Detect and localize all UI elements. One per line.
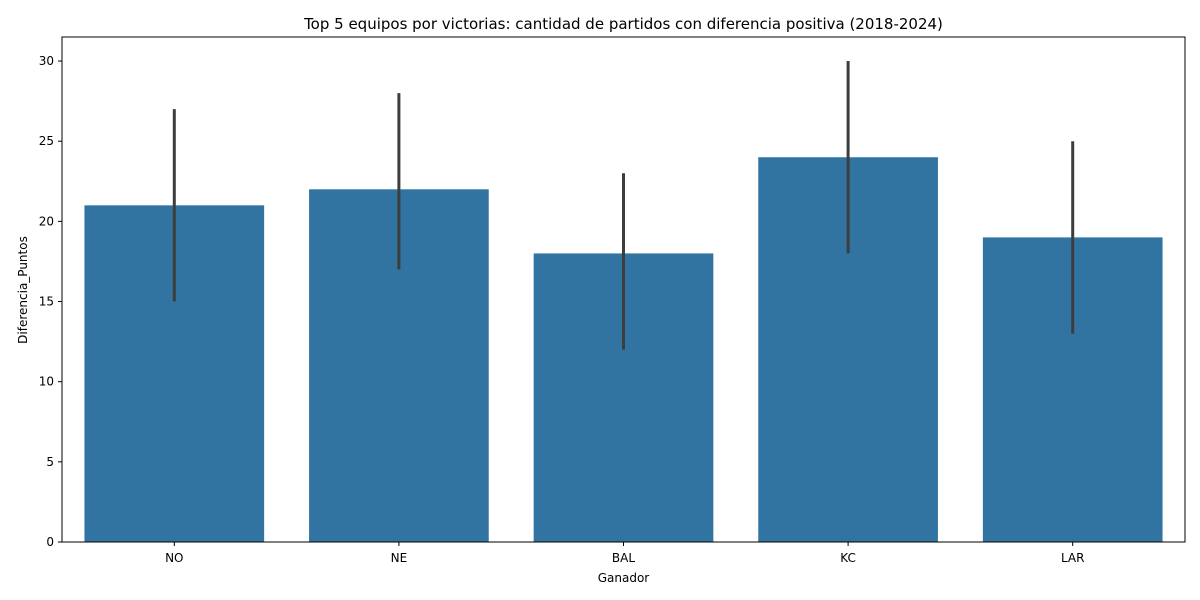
y-tick-label: 0 <box>46 535 54 549</box>
y-tick-label: 30 <box>39 54 54 68</box>
y-tick-label: 15 <box>39 295 54 309</box>
x-tick-label-ne: NE <box>391 551 408 565</box>
chart-title: Top 5 equipos por victorias: cantidad de… <box>303 15 943 33</box>
x-tick-label-no: NO <box>165 551 183 565</box>
y-axis: 0 5 10 15 20 25 30 <box>39 54 62 549</box>
x-tick-label-kc: KC <box>840 551 856 565</box>
x-axis-label: Ganador <box>598 571 650 585</box>
y-tick-label: 20 <box>39 214 54 228</box>
x-tick-label-lar: LAR <box>1061 551 1085 565</box>
x-axis: NO NE BAL KC LAR <box>165 542 1084 565</box>
y-tick-label: 5 <box>46 455 54 469</box>
plot-frame <box>61 36 1186 543</box>
x-tick-label-bal: BAL <box>612 551 635 565</box>
error-bars-group <box>172 61 1075 350</box>
y-tick-label: 10 <box>39 375 54 389</box>
y-axis-label: Diferencia_Puntos <box>16 236 30 344</box>
y-tick-label: 25 <box>39 134 54 148</box>
